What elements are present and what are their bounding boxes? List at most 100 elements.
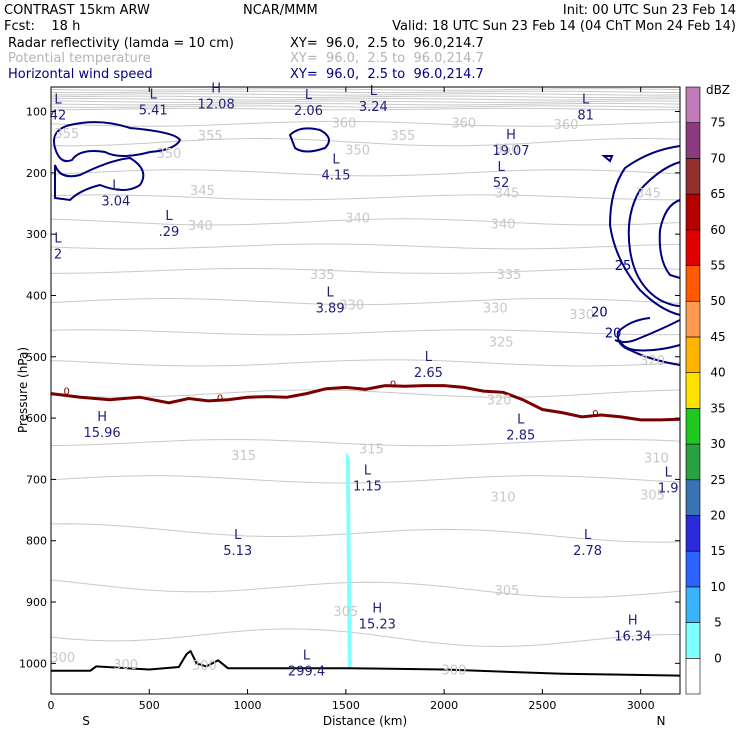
theta-label: 345 bbox=[636, 186, 661, 201]
low-marker: L bbox=[150, 88, 158, 103]
y-tick-label: 600 bbox=[26, 412, 47, 425]
echo-column bbox=[345, 451, 352, 670]
colorbar-label: 35 bbox=[710, 401, 725, 415]
colorbar-label: 70 bbox=[710, 151, 725, 165]
reflectivity-echo bbox=[345, 451, 352, 670]
theta-label: 340 bbox=[345, 212, 370, 227]
theta-isoline bbox=[50, 628, 681, 648]
extremum-value: 2.85 bbox=[506, 429, 535, 444]
high-marker: H bbox=[211, 81, 221, 96]
theta-label: 355 bbox=[390, 129, 415, 144]
extremum-value: 19.07 bbox=[492, 144, 529, 159]
wind-label: 20 bbox=[591, 305, 608, 320]
theta-isoline bbox=[50, 100, 681, 103]
extremum-value: 3.04 bbox=[101, 194, 130, 209]
extremum-value: 81 bbox=[577, 109, 594, 124]
colorbar-unit: dBZ bbox=[706, 83, 730, 97]
theta-label: 320 bbox=[487, 394, 512, 409]
theta-isoline bbox=[50, 102, 681, 106]
terrain-line bbox=[51, 649, 681, 677]
x-axis-label: Distance (km) bbox=[323, 714, 407, 728]
colorbar-label: 20 bbox=[710, 508, 725, 522]
theta-label: 335 bbox=[497, 268, 522, 283]
low-marker: L bbox=[112, 178, 120, 193]
theta-label: 345 bbox=[495, 186, 520, 201]
theta-isoline bbox=[50, 90, 681, 94]
theta-isoline bbox=[50, 243, 681, 250]
wind-isotach bbox=[614, 319, 681, 344]
colorbar-label: 45 bbox=[710, 330, 725, 344]
theta-isoline bbox=[50, 88, 681, 91]
theta-label: 350 bbox=[495, 142, 520, 157]
extremum-value: 1.9 bbox=[658, 481, 679, 496]
colorbar-label: 75 bbox=[710, 116, 725, 130]
valid-time: Valid: 18 UTC Sun 23 Feb 14 (04 ChT Mon … bbox=[392, 19, 736, 34]
y-tick-label: 500 bbox=[26, 351, 47, 364]
x-tick-label: 2500 bbox=[528, 699, 556, 712]
low-marker: L bbox=[364, 463, 372, 478]
theta-label: 300 bbox=[192, 659, 217, 674]
colorbar-label: 15 bbox=[710, 544, 725, 558]
y-tick-label: 700 bbox=[26, 473, 47, 486]
colorbar-label: 55 bbox=[710, 259, 725, 273]
field-3-name: Horizontal wind speed bbox=[8, 67, 153, 82]
extremum-value: 5.13 bbox=[223, 544, 252, 559]
colorbar-swatch bbox=[685, 300, 701, 338]
zero-dbz-label: 0 bbox=[64, 387, 70, 398]
theta-isoline bbox=[50, 169, 681, 177]
wind-isotach bbox=[616, 317, 681, 366]
theta-label: 330 bbox=[483, 302, 508, 317]
extremum-value: 3.24 bbox=[359, 100, 388, 115]
wind-isotach bbox=[53, 121, 182, 163]
colorbar-label: 30 bbox=[710, 437, 725, 451]
theta-contours bbox=[50, 88, 681, 648]
colorbar-label: 5 bbox=[714, 616, 722, 630]
zero-dbz-label: 0 bbox=[217, 393, 223, 404]
x-tick-label: 1500 bbox=[332, 699, 360, 712]
theta-label: 310 bbox=[491, 491, 516, 506]
extremum-value: 299.4 bbox=[288, 665, 325, 680]
colorbar-label: 60 bbox=[710, 223, 725, 237]
wind-isotach bbox=[627, 161, 681, 307]
low-marker: L bbox=[54, 93, 62, 108]
low-marker: L bbox=[326, 286, 334, 301]
extremum-value: 2.06 bbox=[294, 104, 323, 119]
y-tick-label: 300 bbox=[26, 228, 47, 241]
theta-label: 345 bbox=[190, 184, 215, 199]
theta-isoline bbox=[50, 218, 681, 226]
field-1-name: Radar reflectivity (lamda = 10 cm) bbox=[8, 36, 234, 51]
colorbar-label: 0 bbox=[714, 651, 722, 665]
colorbar-swatch bbox=[685, 372, 701, 409]
zero-dbz-label: 0 bbox=[592, 409, 598, 420]
low-marker: L bbox=[54, 232, 62, 247]
extremum-value: 3.89 bbox=[316, 302, 345, 317]
extremum-value: 52 bbox=[493, 176, 510, 191]
model-title: CONTRAST 15km ARW bbox=[4, 3, 150, 18]
theta-isoline bbox=[50, 359, 681, 367]
theta-isoline bbox=[50, 105, 681, 108]
axes: 0 500 1000 1500 2000 2500 30001002003004005006… bbox=[19, 87, 680, 712]
low-marker: L bbox=[305, 88, 313, 103]
y-tick-label: 800 bbox=[26, 535, 47, 548]
extremum-value: 42 bbox=[50, 109, 67, 124]
wind-isotach bbox=[288, 127, 330, 153]
y-tick-label: 1000 bbox=[19, 657, 47, 670]
terrain-path bbox=[51, 649, 681, 677]
extremum-value: 1.15 bbox=[353, 479, 382, 494]
theta-label: 350 bbox=[345, 144, 370, 159]
theta-isoline bbox=[50, 329, 681, 336]
colorbar-swatch bbox=[685, 550, 701, 588]
init-time: Init: 00 UTC Sun 23 Feb 14 bbox=[563, 3, 736, 18]
high-marker: H bbox=[372, 601, 382, 616]
theta-isoline bbox=[50, 389, 681, 398]
field-1-xy: XY= 96.0, 2.5 to 96.0,214.7 bbox=[290, 36, 484, 51]
extremum-value: 4.15 bbox=[322, 169, 351, 184]
x-tick-label: 500 bbox=[139, 699, 160, 712]
extremum-value: 2.78 bbox=[573, 544, 602, 559]
high-marker: H bbox=[628, 614, 638, 629]
low-marker: L bbox=[498, 160, 506, 175]
theta-isoline bbox=[50, 267, 681, 274]
theta-isoline bbox=[50, 95, 681, 98]
extremum-value: 2 bbox=[54, 248, 62, 263]
